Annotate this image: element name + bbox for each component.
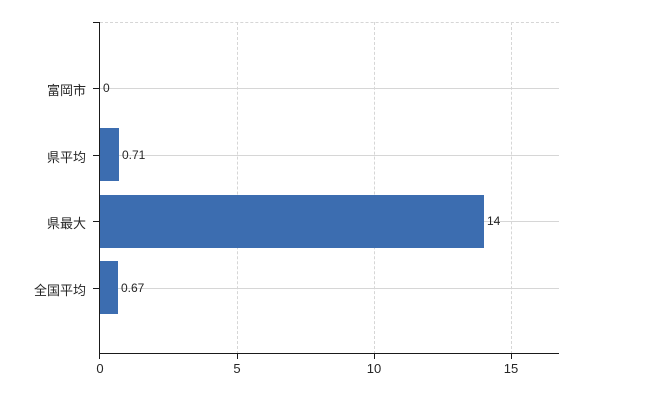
x-tick-label: 15 [503,361,519,376]
y-axis-tick [93,22,99,23]
y-axis-tick [93,288,99,289]
bar-value-label: 0.67 [121,281,145,295]
category-label: 富岡市 [46,83,86,98]
bar-value-label: 0.71 [122,148,146,162]
bar [100,195,484,248]
gridline-vertical [237,22,238,354]
plot-top-border [100,22,559,23]
bar [100,128,119,181]
x-tick-label: 5 [233,361,241,376]
y-axis-tick [93,221,99,222]
x-tick-label: 0 [96,361,104,376]
bar-value-label: 14 [487,214,501,228]
gridline-horizontal [100,88,559,89]
y-axis-tick [93,155,99,156]
x-axis-tick [511,354,512,359]
gridline-horizontal [100,155,559,156]
y-axis-tick [93,88,99,89]
category-label: 県平均 [46,150,86,165]
x-axis-tick [237,354,238,359]
x-axis-tick [99,354,100,359]
x-axis-line [99,353,559,354]
category-label: 全国平均 [33,283,86,298]
gridline-horizontal [100,288,559,289]
bar-value-label: 0 [103,81,110,95]
category-label: 県最大 [46,216,86,231]
gridline-vertical [374,22,375,354]
bar [100,261,118,314]
x-tick-label: 10 [366,361,382,376]
y-axis-line [99,22,100,354]
x-axis-tick [374,354,375,359]
gridline-vertical [511,22,512,354]
